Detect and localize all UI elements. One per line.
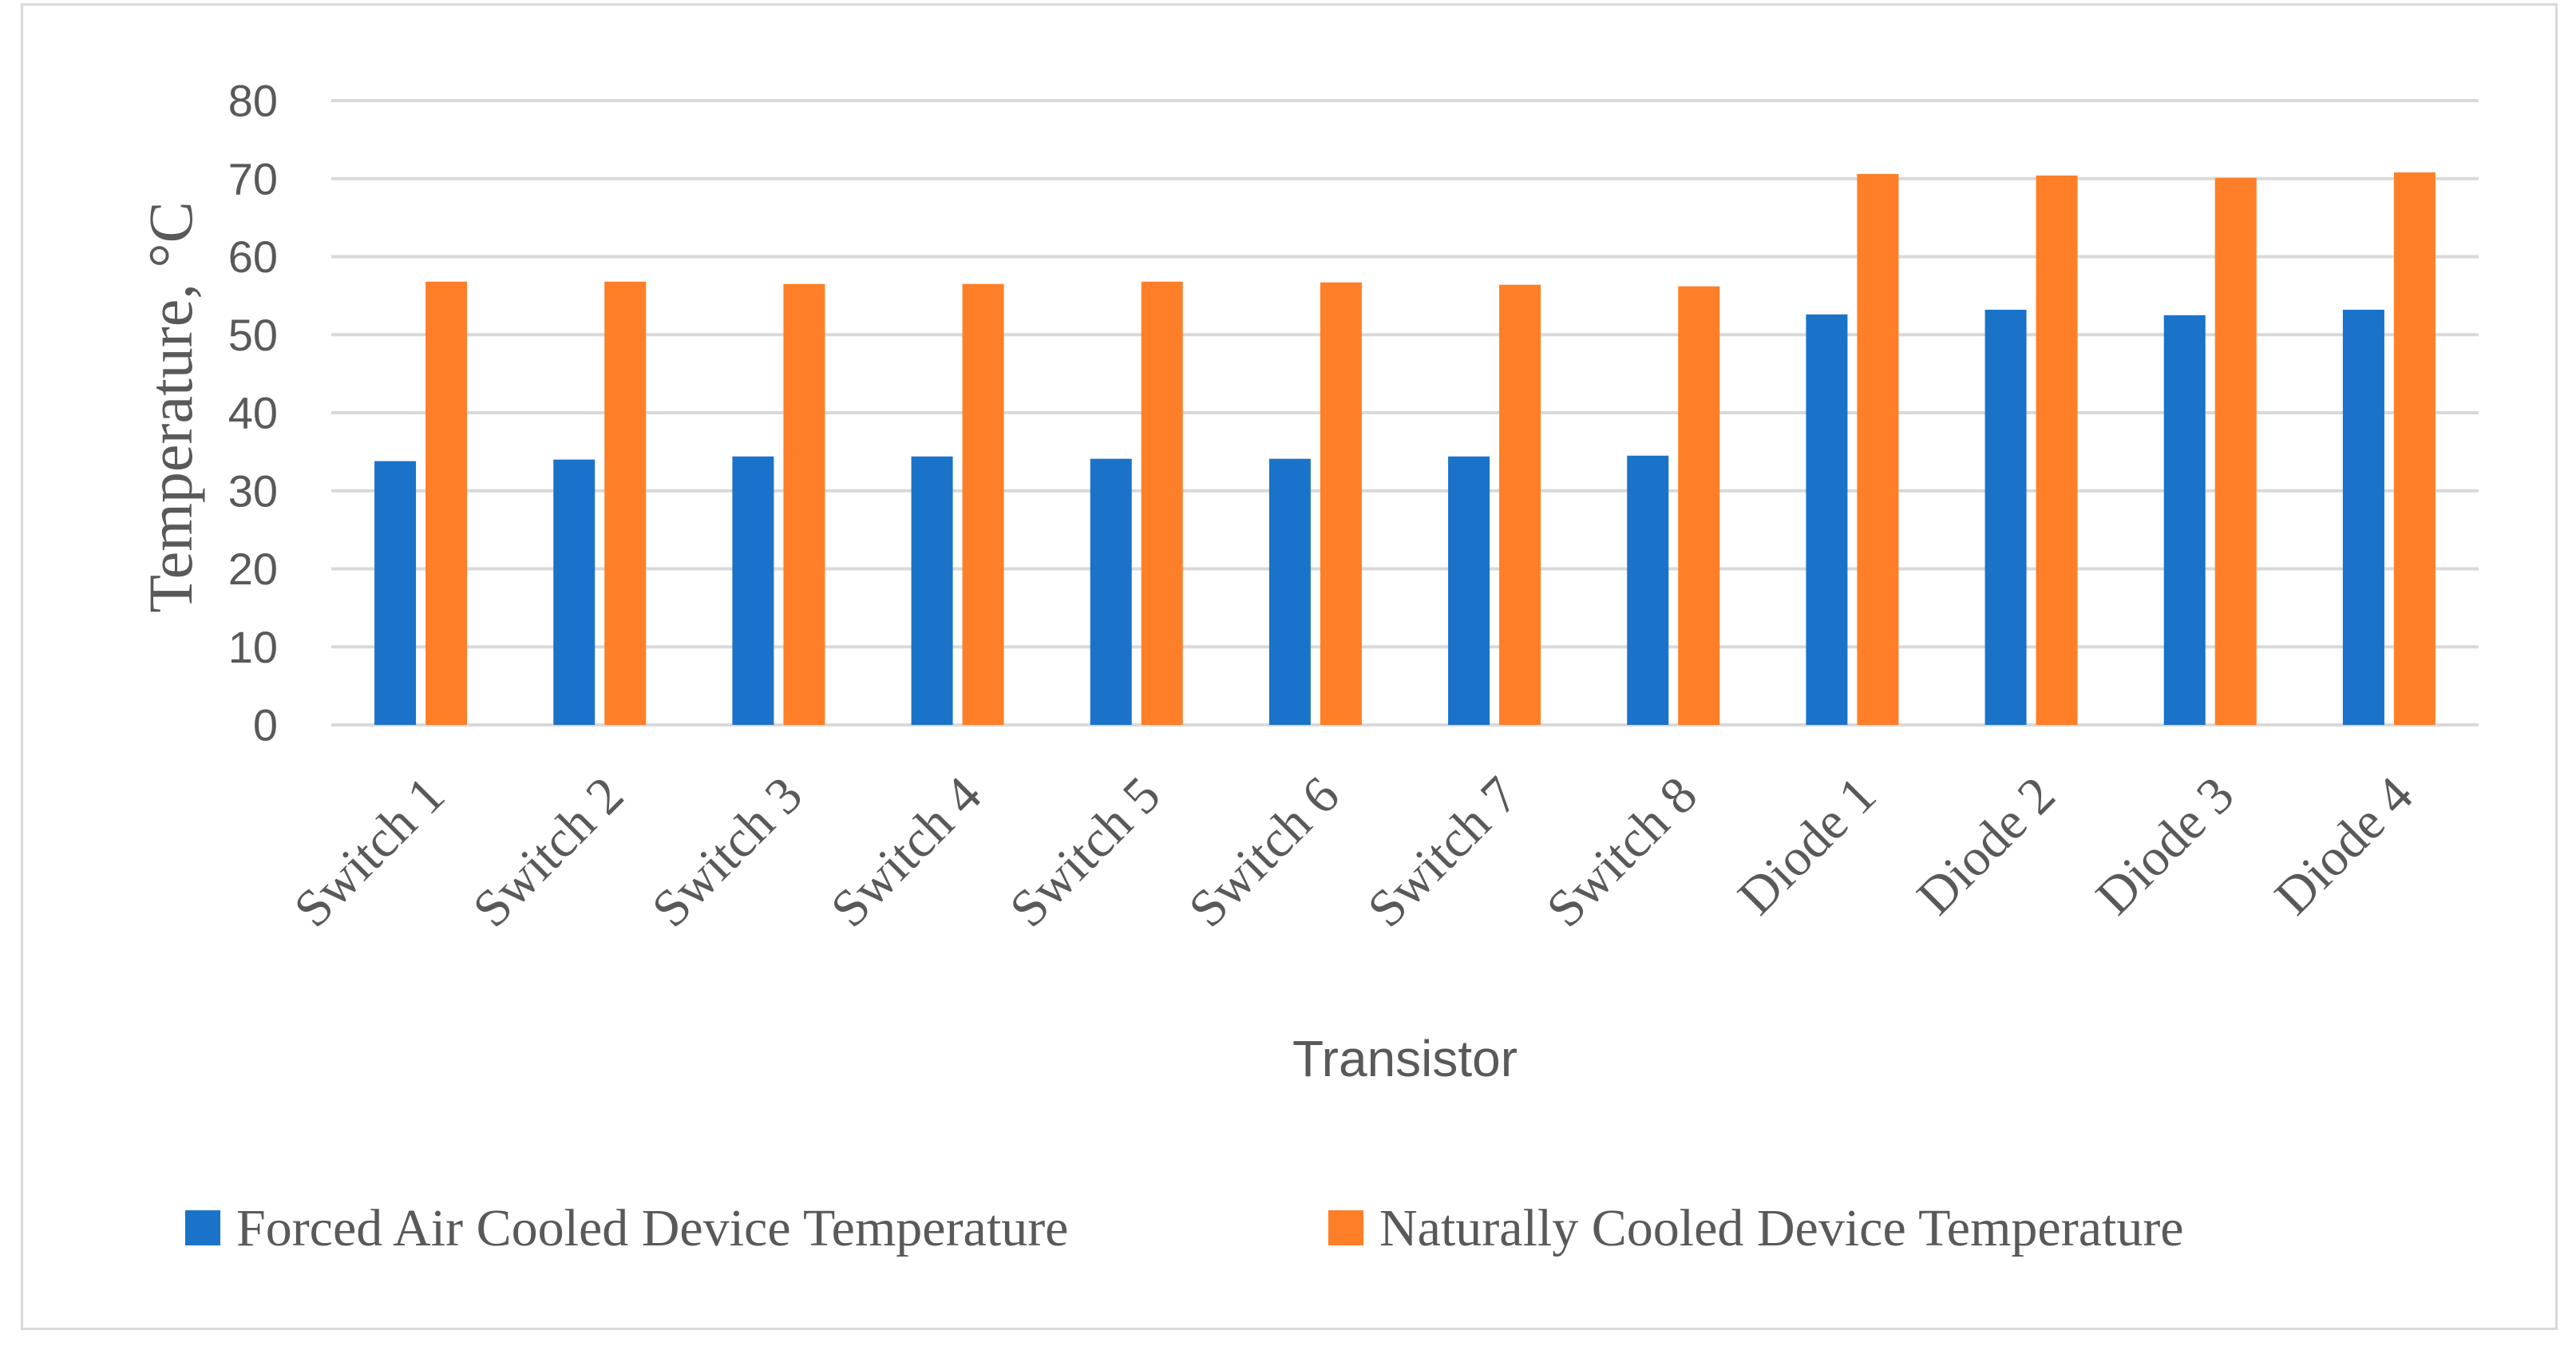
bar-naturally-cooled-8: [1678, 286, 1720, 725]
bar-naturally-cooled-2: [604, 281, 647, 725]
legend-swatch-forced-air: [185, 1210, 220, 1245]
y-axis-ticks: 0 10 20 30 40 50 60 70 80: [228, 76, 278, 750]
x-tick-label: Switch 2: [462, 766, 635, 938]
y-tick-label: 30: [228, 465, 278, 516]
legend-label-naturally-cooled: Naturally Cooled Device Temperature: [1379, 1199, 2184, 1257]
legend-label-forced-air: Forced Air Cooled Device Temperature: [236, 1199, 1068, 1257]
gridlines: [331, 99, 2479, 726]
bar-naturally-cooled-12: [2393, 172, 2436, 725]
bar-forced-air-9: [1806, 314, 1848, 726]
y-tick-label: 70: [228, 153, 278, 204]
bar-naturally-cooled-5: [1141, 281, 1183, 725]
bar-forced-air-11: [2163, 315, 2206, 725]
x-tick-label: Switch 3: [641, 766, 813, 938]
bar-naturally-cooled-10: [2036, 175, 2078, 726]
x-tick-label: Switch 1: [283, 766, 456, 938]
bar-forced-air-12: [2342, 309, 2384, 726]
x-tick-label: Switch 5: [999, 766, 1171, 938]
y-axis-title: Temperature, °C: [136, 201, 205, 612]
y-tick-label: 50: [228, 310, 278, 360]
bar-naturally-cooled-7: [1499, 284, 1541, 725]
y-tick-label: 60: [228, 232, 278, 282]
x-axis-ticks: Switch 1 Switch 2 Switch 3 Switch 4 Switch 5…: [283, 766, 2424, 938]
bar-forced-air-7: [1448, 456, 1490, 725]
bar-naturally-cooled-9: [1857, 173, 1899, 725]
y-tick-label: 20: [228, 544, 278, 594]
bars: [374, 172, 2436, 726]
y-tick-label: 10: [228, 622, 278, 672]
x-tick-label: Diode 2: [1906, 766, 2067, 926]
x-tick-label: Switch 7: [1357, 766, 1529, 938]
bar-forced-air-1: [374, 461, 417, 725]
legend-swatch-naturally-cooled: [1328, 1210, 1363, 1245]
y-tick-label: 40: [228, 388, 278, 438]
bar-forced-air-2: [553, 459, 596, 725]
x-tick-label: Switch 4: [820, 766, 992, 938]
bar-naturally-cooled-3: [783, 283, 825, 725]
x-tick-label: Switch 8: [1536, 766, 1708, 938]
y-tick-label: 0: [253, 700, 278, 750]
x-tick-label: Switch 6: [1177, 766, 1350, 938]
bar-naturally-cooled-4: [962, 283, 1004, 725]
x-axis-title: Transistor: [1292, 1030, 1518, 1087]
bar-forced-air-6: [1268, 458, 1311, 725]
bar-naturally-cooled-1: [425, 281, 468, 725]
x-tick-label: Diode 3: [2085, 766, 2246, 926]
x-tick-label: Diode 4: [2264, 766, 2424, 926]
bar-forced-air-10: [1984, 309, 2027, 726]
bar-forced-air-8: [1627, 455, 1669, 725]
bar-forced-air-3: [732, 456, 774, 725]
bar-forced-air-4: [911, 456, 953, 725]
y-tick-label: 80: [228, 76, 278, 126]
bar-forced-air-5: [1090, 458, 1132, 725]
x-tick-label: Diode 1: [1727, 766, 1888, 926]
bar-naturally-cooled-11: [2214, 177, 2257, 725]
legend: Forced Air Cooled Device Temperature Nat…: [185, 1199, 2184, 1257]
bar-naturally-cooled-6: [1320, 282, 1362, 725]
